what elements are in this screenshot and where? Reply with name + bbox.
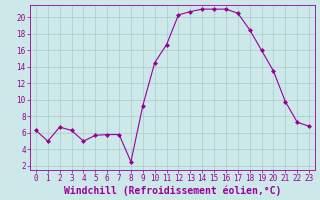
- X-axis label: Windchill (Refroidissement éolien,°C): Windchill (Refroidissement éolien,°C): [64, 186, 281, 196]
